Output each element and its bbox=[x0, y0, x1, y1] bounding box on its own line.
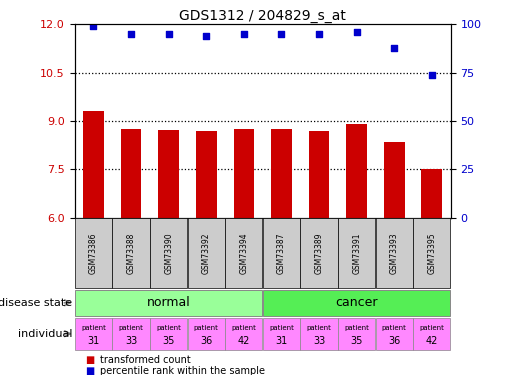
Bar bbox=[187, 218, 225, 288]
Point bbox=[127, 31, 135, 37]
Bar bbox=[338, 218, 375, 288]
Text: patient: patient bbox=[419, 325, 444, 331]
Text: GSM73392: GSM73392 bbox=[202, 232, 211, 274]
Text: 42: 42 bbox=[237, 336, 250, 345]
Bar bbox=[413, 318, 451, 350]
Bar bbox=[196, 130, 217, 218]
Bar bbox=[112, 218, 150, 288]
Text: 33: 33 bbox=[125, 336, 137, 345]
Text: 35: 35 bbox=[162, 336, 175, 345]
Bar bbox=[121, 129, 142, 218]
Bar bbox=[375, 318, 413, 350]
Text: 35: 35 bbox=[350, 336, 363, 345]
Text: patient: patient bbox=[382, 325, 407, 331]
Point bbox=[390, 45, 398, 51]
Text: individual: individual bbox=[18, 329, 72, 339]
Text: percentile rank within the sample: percentile rank within the sample bbox=[100, 366, 265, 375]
Text: GSM73387: GSM73387 bbox=[277, 232, 286, 274]
Bar bbox=[263, 218, 300, 288]
Text: transformed count: transformed count bbox=[100, 355, 191, 365]
Bar bbox=[413, 218, 451, 288]
Bar bbox=[150, 218, 187, 288]
Text: GSM73388: GSM73388 bbox=[127, 232, 135, 274]
Bar bbox=[112, 318, 150, 350]
Point bbox=[315, 31, 323, 37]
Bar bbox=[346, 124, 367, 218]
Bar bbox=[225, 318, 263, 350]
Point bbox=[277, 31, 285, 37]
Text: ■: ■ bbox=[85, 366, 94, 375]
Bar bbox=[263, 290, 451, 316]
Bar bbox=[75, 318, 112, 350]
Bar bbox=[83, 111, 104, 218]
Text: GSM73393: GSM73393 bbox=[390, 232, 399, 274]
Text: patient: patient bbox=[269, 325, 294, 331]
Bar bbox=[233, 129, 254, 218]
Text: 42: 42 bbox=[425, 336, 438, 345]
Text: patient: patient bbox=[344, 325, 369, 331]
Bar bbox=[384, 142, 405, 218]
Title: GDS1312 / 204829_s_at: GDS1312 / 204829_s_at bbox=[179, 9, 346, 23]
Text: patient: patient bbox=[306, 325, 332, 331]
Text: patient: patient bbox=[156, 325, 181, 331]
Point bbox=[164, 31, 173, 37]
Text: patient: patient bbox=[194, 325, 219, 331]
Bar bbox=[75, 290, 263, 316]
Bar bbox=[300, 318, 338, 350]
Text: GSM73390: GSM73390 bbox=[164, 232, 173, 274]
Text: 36: 36 bbox=[200, 336, 212, 345]
Text: 31: 31 bbox=[88, 336, 99, 345]
Text: cancer: cancer bbox=[335, 296, 378, 309]
Bar bbox=[375, 218, 413, 288]
Text: GSM73386: GSM73386 bbox=[89, 232, 98, 274]
Text: GSM73389: GSM73389 bbox=[315, 232, 323, 274]
Text: GSM73394: GSM73394 bbox=[239, 232, 248, 274]
Bar bbox=[271, 129, 292, 218]
Bar bbox=[187, 318, 225, 350]
Text: GSM73395: GSM73395 bbox=[427, 232, 436, 274]
Text: disease state: disease state bbox=[0, 298, 72, 308]
Bar bbox=[225, 218, 263, 288]
Text: ■: ■ bbox=[85, 355, 94, 365]
Bar bbox=[300, 218, 338, 288]
Text: normal: normal bbox=[147, 296, 191, 309]
Point bbox=[202, 33, 210, 39]
Text: patient: patient bbox=[81, 325, 106, 331]
Text: patient: patient bbox=[118, 325, 144, 331]
Bar bbox=[308, 130, 330, 218]
Point bbox=[352, 29, 360, 35]
Point bbox=[239, 31, 248, 37]
Text: 31: 31 bbox=[276, 336, 287, 345]
Text: patient: patient bbox=[231, 325, 256, 331]
Point bbox=[427, 72, 436, 78]
Bar bbox=[158, 130, 179, 218]
Bar bbox=[263, 318, 300, 350]
Text: 36: 36 bbox=[388, 336, 400, 345]
Bar bbox=[421, 169, 442, 217]
Bar bbox=[150, 318, 187, 350]
Bar bbox=[338, 318, 375, 350]
Text: 33: 33 bbox=[313, 336, 325, 345]
Point bbox=[90, 23, 98, 29]
Bar bbox=[75, 218, 112, 288]
Text: GSM73391: GSM73391 bbox=[352, 232, 361, 274]
